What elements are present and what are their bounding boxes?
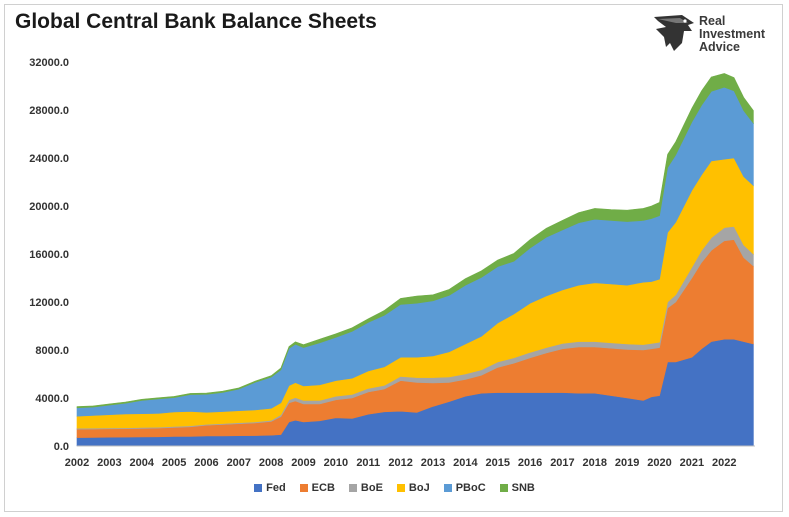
logo: Real Investment Advice bbox=[652, 13, 776, 57]
legend-label: BoE bbox=[360, 482, 383, 494]
legend-item-pboc: PBoC bbox=[443, 482, 486, 494]
x-tick-label: 2011 bbox=[356, 457, 380, 469]
x-tick-label: 2003 bbox=[97, 457, 121, 469]
eagle-logo-icon bbox=[654, 15, 694, 51]
legend-item-ecb: ECB bbox=[299, 482, 335, 494]
x-tick-label: 2009 bbox=[291, 457, 315, 469]
y-tick-label: 12000.0 bbox=[29, 297, 69, 309]
y-tick-label: 20000.0 bbox=[29, 201, 69, 213]
chart-legend: Fed ECB BoE BoJ PBoC SNB bbox=[0, 482, 789, 494]
y-tick-label: 24000.0 bbox=[29, 153, 69, 165]
x-tick-label: 2007 bbox=[227, 457, 251, 469]
logo-text: Real Investment Advice bbox=[699, 15, 765, 54]
x-tick-label: 2002 bbox=[65, 457, 89, 469]
legend-item-fed: Fed bbox=[254, 482, 286, 494]
legend-swatch bbox=[499, 484, 508, 492]
legend-label: Fed bbox=[266, 482, 286, 494]
x-tick-label: 2005 bbox=[162, 457, 186, 469]
legend-label: SNB bbox=[511, 482, 535, 494]
y-tick-label: 0.0 bbox=[54, 441, 69, 453]
legend-swatch bbox=[443, 484, 452, 492]
y-tick-label: 32000.0 bbox=[29, 57, 69, 69]
legend-label: BoJ bbox=[408, 482, 430, 494]
x-tick-label: 2017 bbox=[550, 457, 574, 469]
legend-item-boe: BoE bbox=[348, 482, 383, 494]
legend-swatch bbox=[299, 484, 308, 492]
x-tick-label: 2019 bbox=[615, 457, 639, 469]
x-tick-label: 2013 bbox=[421, 457, 445, 469]
logo-line-1: Real bbox=[699, 14, 726, 28]
x-tick-label: 2015 bbox=[485, 457, 509, 469]
x-tick-label: 2022 bbox=[712, 457, 736, 469]
y-tick-label: 16000.0 bbox=[29, 249, 69, 261]
legend-label: PBoC bbox=[455, 482, 486, 494]
area-series-snb bbox=[76, 73, 754, 409]
legend-item-boj: BoJ bbox=[396, 482, 430, 494]
x-tick-label: 2012 bbox=[388, 457, 412, 469]
x-tick-label: 2021 bbox=[680, 457, 704, 469]
chart-title: Global Central Bank Balance Sheets bbox=[15, 10, 377, 33]
x-tick-label: 2006 bbox=[194, 457, 218, 469]
logo-line-3: Advice bbox=[699, 40, 740, 54]
logo-line-2: Investment bbox=[699, 27, 765, 41]
legend-swatch bbox=[348, 484, 357, 492]
x-tick-label: 2010 bbox=[324, 457, 348, 469]
x-tick-label: 2004 bbox=[129, 457, 154, 469]
x-tick-label: 2018 bbox=[583, 457, 607, 469]
x-tick-label: 2016 bbox=[518, 457, 542, 469]
legend-swatch bbox=[396, 484, 405, 492]
x-tick-label: 2020 bbox=[647, 457, 671, 469]
x-tick-label: 2008 bbox=[259, 457, 283, 469]
x-tick-label: 2014 bbox=[453, 457, 478, 469]
y-tick-label: 8000.0 bbox=[35, 345, 69, 357]
legend-swatch bbox=[254, 484, 263, 492]
legend-item-snb: SNB bbox=[499, 482, 535, 494]
legend-label: ECB bbox=[311, 482, 335, 494]
y-tick-label: 28000.0 bbox=[29, 105, 69, 117]
y-tick-label: 4000.0 bbox=[35, 393, 69, 405]
